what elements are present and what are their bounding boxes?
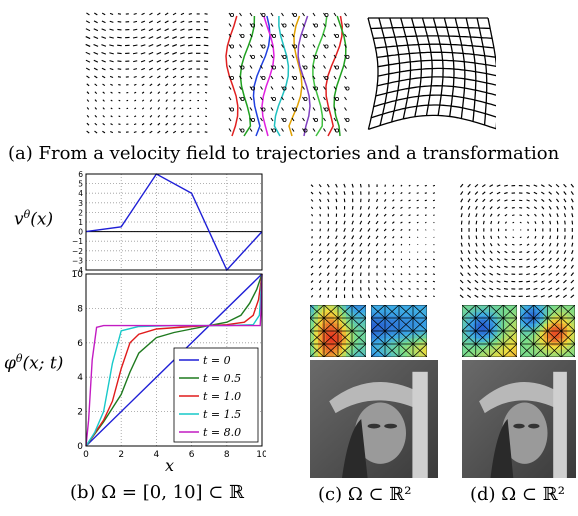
x-tick-labels: 0 2 4 6 8 10	[83, 450, 266, 458]
heatmap-cells-c2	[370, 304, 428, 358]
caption-a: (a) From a velocity field to trajectorie…	[8, 143, 560, 164]
x-tick-label: 6	[189, 450, 195, 458]
portrait-c	[310, 360, 438, 478]
velocity-field-panel	[84, 10, 210, 136]
phi-ylabel: φθ(x; t)	[4, 352, 64, 374]
y-tick-label: 4	[78, 189, 83, 198]
series-line-2	[85, 273, 263, 447]
deformed-grid	[367, 17, 499, 131]
series-lines	[85, 173, 263, 272]
warped-image-d	[462, 360, 576, 478]
x-axis-label: x	[165, 456, 175, 475]
velocity-field-quiver	[85, 12, 209, 134]
trajectories-panel	[224, 8, 352, 138]
y-tick-label: 1	[78, 218, 83, 227]
x-tick-label: 8	[224, 450, 230, 458]
x-tick-label: 2	[118, 450, 124, 458]
y-tick-label: 6	[78, 170, 83, 179]
legend-label: t = 8.0	[203, 426, 241, 439]
legend-label: t = 0.5	[203, 372, 241, 385]
quiver-arrows	[85, 12, 209, 134]
y-tick-label: 6	[77, 339, 83, 349]
legend-label: t = 1.5	[203, 408, 241, 421]
y-tick-label: 3	[78, 199, 83, 208]
series-line-3	[85, 273, 263, 447]
legend-label: t = 1.0	[203, 390, 241, 403]
v-ylabel: vθ(x)	[14, 208, 54, 230]
portrait-d	[462, 360, 576, 478]
x-tick-label: 10	[256, 450, 266, 458]
caption-b: (b) Ω = [0, 10] ⊂ ℝ	[70, 482, 245, 503]
series-line-0	[85, 173, 263, 272]
y-tick-label: 0	[78, 228, 83, 237]
y-tick-label: 10	[72, 270, 84, 280]
series-line-1	[85, 273, 263, 447]
heatmap-d2	[519, 304, 576, 358]
y-tick-labels: 0 2 4 6 8 10	[72, 270, 84, 452]
y-tick-label: 2	[78, 208, 83, 217]
heatmap-c2	[370, 304, 428, 358]
velocity-field-c	[308, 182, 438, 300]
x-tick-label: 0	[83, 450, 89, 458]
quiver-arrows-c	[310, 183, 436, 299]
legend: t = 0 t = 0.5 t = 1.0 t = 1.5 t = 8.0	[173, 347, 259, 443]
y-tick-label: −4	[72, 266, 83, 274]
trajectory-quiver	[228, 12, 350, 133]
y-tick-label: 8	[77, 304, 83, 314]
heatmap-cells-c1	[309, 304, 367, 358]
series-line-4	[85, 273, 263, 447]
warped-image-c	[310, 360, 438, 478]
y-tick-label: 4	[77, 373, 83, 383]
y-tick-label: 0	[77, 442, 83, 452]
heatmap-cells-d1	[461, 304, 518, 358]
y-tick-label: 2	[77, 408, 83, 418]
x-tick-label: 4	[154, 450, 160, 458]
grid-lines	[367, 17, 499, 131]
trajectory-line-chart: 0 2 4 6 8 10 0 2 4 6 8 10 t = 0 t = 0.5 t = 1.0 t = 1.5…	[72, 270, 266, 458]
heatmap-cells-d2	[519, 304, 576, 358]
quiver-arrows-d	[459, 183, 575, 299]
legend-label: t = 0	[203, 354, 231, 367]
heatmap-c1	[309, 304, 367, 358]
y-tick-label: 5	[78, 180, 83, 189]
plot-frame	[85, 173, 263, 271]
trajectory-curves	[225, 15, 347, 137]
y-tick-label: −2	[72, 247, 83, 256]
caption-d: (d) Ω ⊂ ℝ²	[470, 484, 565, 505]
velocity-field-d	[458, 182, 576, 300]
y-tick-label: −1	[72, 237, 83, 246]
grid	[85, 173, 263, 271]
heatmap-d1	[461, 304, 518, 358]
y-tick-label: −3	[72, 256, 83, 265]
caption-c: (c) Ω ⊂ ℝ²	[318, 484, 412, 505]
transformation-grid-panel	[360, 8, 499, 138]
trajectories-plot	[225, 12, 350, 137]
plot-frame	[85, 273, 263, 447]
